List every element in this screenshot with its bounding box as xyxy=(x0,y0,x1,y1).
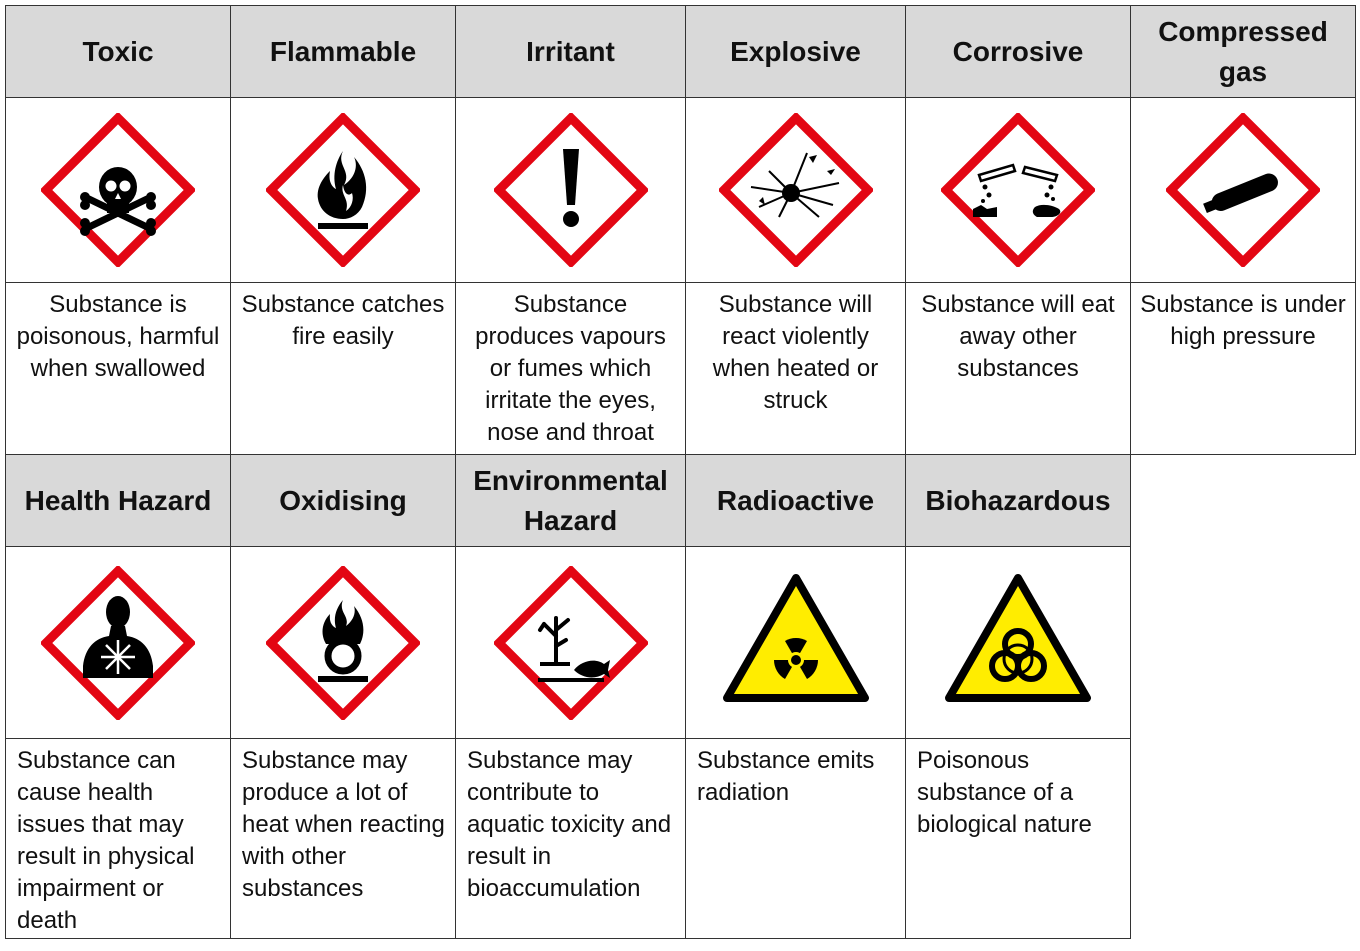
header-flammable: Flammable xyxy=(230,5,456,98)
pictogram-cell-health-hazard xyxy=(5,546,231,739)
exclamation-mark-icon xyxy=(493,113,648,267)
pictogram-cell-irritant xyxy=(455,97,686,283)
biohazard-icon xyxy=(945,573,1091,702)
header-corrosive: Corrosive xyxy=(905,5,1131,98)
health-hazard-icon xyxy=(41,565,195,720)
description-radioactive: Substance emits radiation xyxy=(685,738,906,939)
header-biohazardous: Biohazardous xyxy=(905,454,1131,547)
header-toxic: Toxic xyxy=(5,5,231,98)
corrosion-icon xyxy=(941,113,1095,267)
pictogram-cell-corrosive xyxy=(905,97,1131,283)
header-environmental-hazard: Environmental Hazard xyxy=(455,454,686,547)
description-environmental-hazard: Substance may contribute to aquatic toxi… xyxy=(455,738,686,939)
header-irritant: Irritant xyxy=(455,5,686,98)
skull-crossbones-icon xyxy=(41,113,195,267)
pictogram-cell-explosive xyxy=(685,97,906,283)
description-oxidising: Substance may produce a lot of heat when… xyxy=(230,738,456,939)
description-toxic: Substance is poisonous, harmful when swa… xyxy=(5,282,231,455)
description-explosive: Substance will react violently when heat… xyxy=(685,282,906,455)
description-flammable: Substance catches fire easily xyxy=(230,282,456,455)
hazard-table-bottom: Health Hazard Oxidising Environmental Ha… xyxy=(5,454,1131,939)
description-compressed-gas: Substance is under high pressure xyxy=(1130,282,1356,455)
flame-icon xyxy=(266,113,420,267)
pictogram-cell-toxic xyxy=(5,97,231,283)
header-oxidising: Oxidising xyxy=(230,454,456,547)
description-biohazardous: Poisonous substance of a biological natu… xyxy=(905,738,1131,939)
description-health-hazard: Substance can cause health issues that m… xyxy=(5,738,231,939)
hazard-table-top: Toxic Flammable Irritant Explosive Corro… xyxy=(5,5,1356,455)
header-radioactive: Radioactive xyxy=(685,454,906,547)
pictogram-cell-radioactive xyxy=(685,546,906,739)
pictogram-cell-compressed-gas xyxy=(1130,97,1356,283)
pictogram-cell-flammable xyxy=(230,97,456,283)
pictogram-cell-environmental-hazard xyxy=(455,546,686,739)
gas-cylinder-icon xyxy=(1166,113,1320,267)
pictogram-cell-oxidising xyxy=(230,546,456,739)
flame-over-circle-icon xyxy=(266,565,420,720)
pictogram-cell-biohazardous xyxy=(905,546,1131,739)
header-explosive: Explosive xyxy=(685,5,906,98)
header-health-hazard: Health Hazard xyxy=(5,454,231,547)
exploding-bomb-icon xyxy=(718,113,873,267)
radiation-trefoil-icon xyxy=(722,573,869,702)
environment-icon xyxy=(493,565,648,720)
description-corrosive: Substance will eat away other substances xyxy=(905,282,1131,455)
header-compressed-gas: Compressed gas xyxy=(1130,5,1356,98)
description-irritant: Substance produces vapours or fumes whic… xyxy=(455,282,686,455)
